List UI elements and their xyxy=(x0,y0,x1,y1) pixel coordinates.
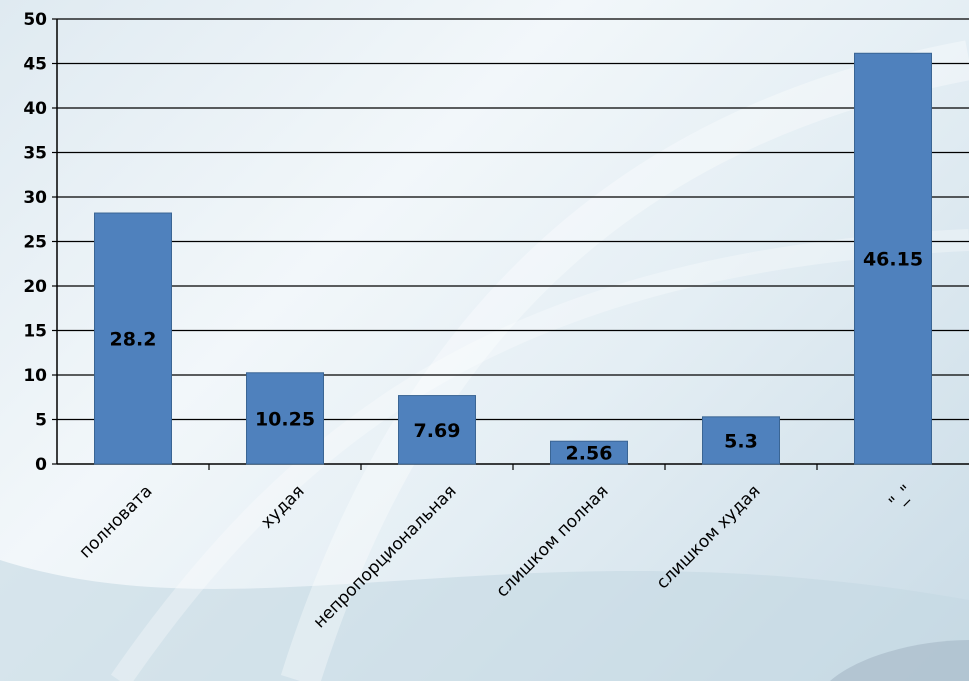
bar-5 xyxy=(854,52,932,465)
data-label-5: 46.15 xyxy=(863,249,923,271)
category-label-5: "_" xyxy=(885,481,916,512)
y-tick-label-50: 50 xyxy=(23,10,47,30)
category-label-2: непропорциональная xyxy=(310,481,461,632)
category-label-3: слишком полная xyxy=(492,481,612,601)
y-tick-label-0: 0 xyxy=(35,455,47,475)
bar-2 xyxy=(398,395,476,465)
y-tick-label-15: 15 xyxy=(23,322,47,342)
y-tick-label-35: 35 xyxy=(23,144,47,164)
data-label-4: 5.3 xyxy=(724,430,758,452)
bar-3 xyxy=(550,440,628,465)
category-label-0: полновата xyxy=(75,481,156,562)
y-tick-label-20: 20 xyxy=(23,277,47,297)
y-tick-label-5: 5 xyxy=(35,411,47,431)
y-tick-label-45: 45 xyxy=(23,55,47,75)
bar-0 xyxy=(94,212,172,465)
data-label-2: 7.69 xyxy=(414,420,461,442)
category-label-1: худая xyxy=(257,481,308,532)
data-label-0: 28.2 xyxy=(110,329,157,351)
y-tick-label-25: 25 xyxy=(23,233,47,253)
category-label-4: слишком худая xyxy=(653,481,765,593)
y-tick-label-30: 30 xyxy=(23,188,47,208)
bar-4 xyxy=(702,416,780,465)
y-tick-label-10: 10 xyxy=(23,366,47,386)
y-tick-label-40: 40 xyxy=(23,99,47,119)
data-label-3: 2.56 xyxy=(566,443,613,465)
data-label-1: 10.25 xyxy=(255,408,315,430)
bar-1 xyxy=(246,372,324,465)
